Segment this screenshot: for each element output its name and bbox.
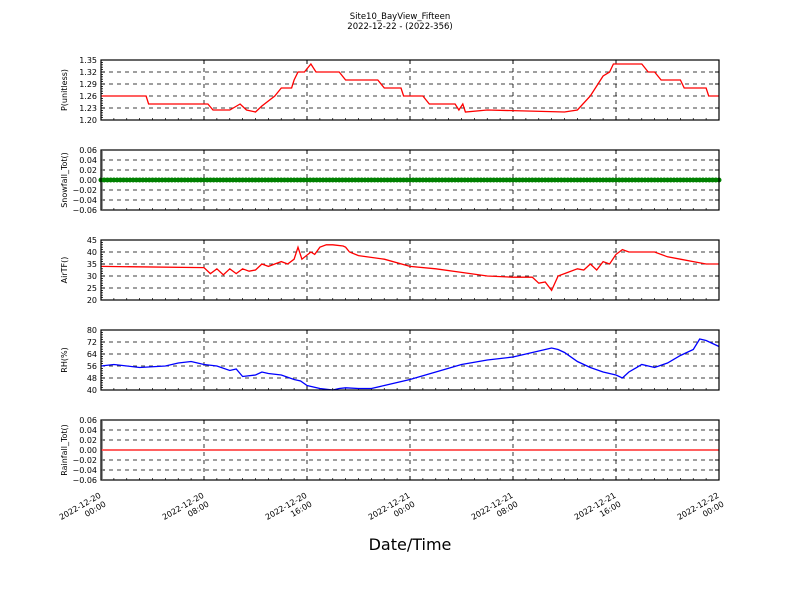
y-tick-label: 45 — [87, 236, 97, 245]
series-line-pressure — [101, 62, 719, 113]
x-axis-label: Date/Time — [369, 535, 452, 554]
plot-frame — [100, 239, 720, 301]
y-tick-label: 30 — [87, 272, 97, 281]
y-tick-label: 1.26 — [79, 92, 97, 101]
y-tick-label: 40 — [87, 248, 97, 257]
plot-frame — [100, 329, 720, 391]
y-tick-label: 40 — [87, 386, 97, 395]
series-line-air-temperature — [100, 244, 719, 292]
panel-air-temperature: 20 25 30 35 40 45 AirTF() — [60, 236, 720, 305]
y-tick-label: 1.35 — [79, 56, 97, 65]
y-tick-label: 25 — [87, 284, 97, 293]
y-tick-label: 48 — [87, 374, 97, 383]
series-line-relative-humidity — [100, 338, 720, 391]
y-tick-label: 0.06 — [79, 146, 97, 155]
y-tick-label: 0.02 — [79, 436, 97, 445]
y-tick-label: 56 — [87, 362, 97, 371]
panel-relative-humidity: 40 48 56 64 72 80 RH(%) — [60, 326, 720, 395]
y-tick-label: 64 — [87, 350, 97, 359]
y-tick-label: −0.06 — [72, 476, 97, 485]
y-axis-label: RH(%) — [60, 347, 69, 372]
y-tick-label: 1.23 — [79, 104, 97, 113]
y-tick-label: 72 — [87, 338, 97, 347]
y-tick-label: 0.00 — [79, 176, 97, 185]
y-tick-label: 80 — [87, 326, 97, 335]
y-tick-label: 0.04 — [79, 156, 97, 165]
plot-frame — [100, 149, 720, 211]
panel-rainfall: −0.06−0.04−0.020.000.020.040.06 Rainfall_… — [60, 416, 720, 485]
y-tick-label: 1.32 — [79, 68, 97, 77]
y-tick-label: −0.06 — [72, 206, 97, 215]
y-tick-label: 35 — [87, 260, 97, 269]
panel-snowfall: −0.06−0.04−0.020.000.020.040.06 Snowfall_… — [60, 146, 722, 215]
y-tick-label: −0.04 — [72, 196, 97, 205]
y-tick-label: 0.00 — [79, 446, 97, 455]
y-tick-label: 1.20 — [79, 116, 97, 125]
plot-frame — [100, 59, 720, 121]
y-tick-label: 1.29 — [79, 80, 97, 89]
y-tick-label: −0.02 — [72, 456, 97, 465]
y-axis-label: AirTF() — [60, 257, 69, 284]
y-tick-label: −0.04 — [72, 466, 97, 475]
y-axis-label: P(unitless) — [60, 69, 69, 111]
y-axis-label: Rainfall_Tot() — [60, 424, 69, 476]
chart-title: Site10_BayView_Fifteen — [350, 12, 451, 22]
y-tick-label: 0.06 — [79, 416, 97, 425]
y-tick-label: 20 — [87, 296, 97, 305]
y-tick-label: 0.02 — [79, 166, 97, 175]
chart-subtitle: 2022-12-22 - (2022-356) — [347, 22, 452, 32]
y-tick-label: −0.02 — [72, 186, 97, 195]
plot-frame — [100, 419, 720, 481]
y-tick-label: 0.04 — [79, 426, 97, 435]
panel-pressure: 1.20 1.23 1.26 1.29 1.32 1.35 P(unitless) — [60, 56, 720, 125]
y-axis-label: Snowfall_Tot() — [60, 152, 69, 208]
